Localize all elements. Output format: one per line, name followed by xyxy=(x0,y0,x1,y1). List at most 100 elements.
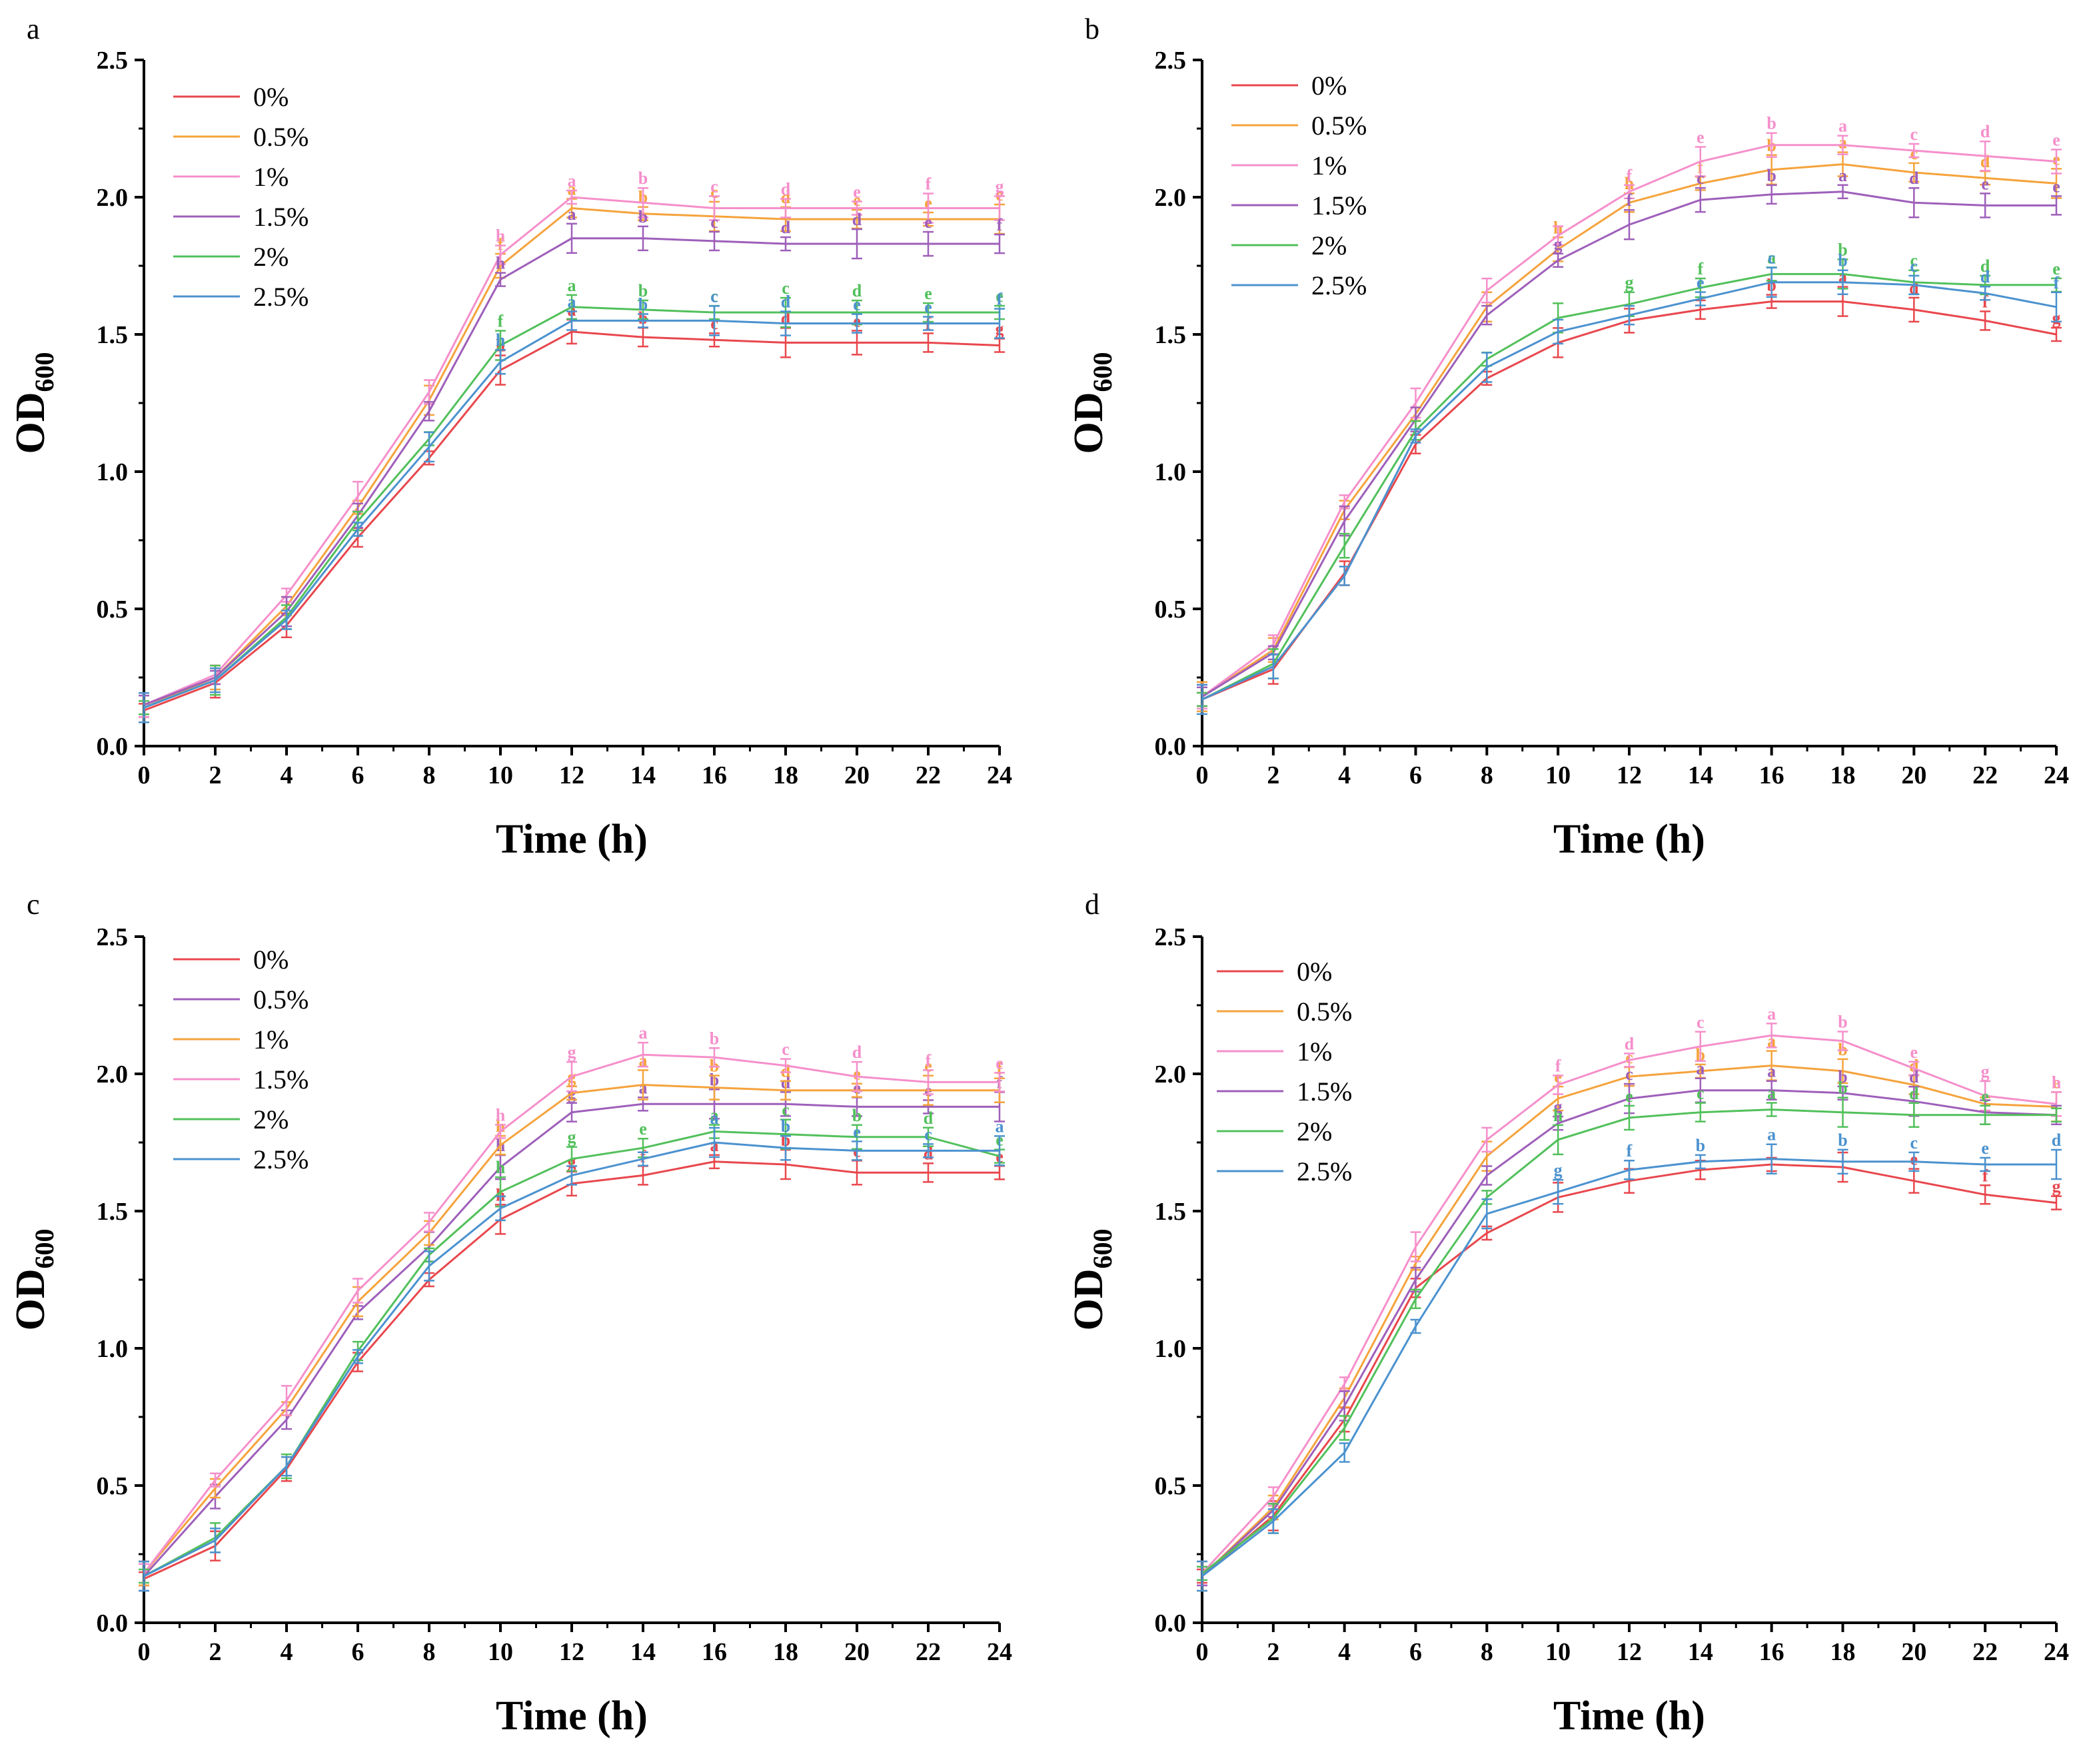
x-tick-label: 0 xyxy=(1196,1638,1209,1666)
x-tick-label: 14 xyxy=(1688,761,1713,789)
y-tick-label: 0.0 xyxy=(1155,733,1187,761)
x-tick-label: 6 xyxy=(1409,761,1422,789)
significance-label: e xyxy=(924,298,932,317)
x-tick-label: 22 xyxy=(916,761,941,789)
significance-label: g xyxy=(996,177,1004,196)
significance-label: g xyxy=(2052,1177,2061,1196)
significance-label: a xyxy=(1767,1004,1776,1023)
significance-label: c xyxy=(1697,1084,1705,1103)
y-tick-label: 1.0 xyxy=(97,1335,129,1363)
y-tick-label: 0.5 xyxy=(97,1472,129,1500)
significance-label: e xyxy=(853,182,861,201)
significance-label: f xyxy=(997,1059,1003,1079)
significance-label: d xyxy=(924,1108,934,1128)
x-tick-label: 6 xyxy=(1409,1638,1422,1666)
significance-label: b xyxy=(710,1029,719,1048)
significance-label: e xyxy=(639,1119,647,1138)
significance-label: h xyxy=(496,1106,506,1125)
legend-label: 2.5% xyxy=(253,1144,309,1174)
significance-label: b xyxy=(1838,1013,1847,1032)
x-tick-label: 20 xyxy=(844,761,870,789)
significance-label: d xyxy=(1980,122,1990,141)
y-tick-label: 1.0 xyxy=(97,458,129,486)
significance-label: c xyxy=(710,213,718,232)
x-tick-label: 4 xyxy=(1338,761,1351,789)
significance-label: c xyxy=(1768,248,1776,268)
significance-label: c xyxy=(1625,1065,1633,1084)
x-tick-label: 22 xyxy=(916,1638,941,1666)
x-tick-label: 18 xyxy=(773,761,798,789)
y-tick-label: 1.0 xyxy=(1155,1335,1187,1363)
x-axis-title: Time (h) xyxy=(1553,1693,1705,1739)
significance-label: f xyxy=(498,234,504,254)
significance-label: a xyxy=(1696,1059,1705,1079)
series-line xyxy=(1201,191,2056,698)
y-tick-label: 2.5 xyxy=(1155,47,1187,75)
y-tick-label: 2.0 xyxy=(97,184,129,212)
significance-label: e xyxy=(1697,127,1705,147)
y-axis-title-subscript: 600 xyxy=(29,352,59,392)
y-axis-title-subscript: 600 xyxy=(1087,352,1117,392)
y-tick-label: 0.5 xyxy=(1155,1472,1187,1500)
x-tick-label: 12 xyxy=(1617,761,1642,789)
x-tick-label: 24 xyxy=(2044,1638,2069,1666)
x-tick-label: 12 xyxy=(1617,1638,1642,1666)
legend-label: 1.5% xyxy=(1297,1077,1352,1106)
significance-label: a xyxy=(1767,1062,1776,1081)
significance-label: h xyxy=(2052,1073,2062,1092)
legend-label: 0% xyxy=(253,82,289,112)
significance-label: e xyxy=(853,295,861,314)
y-tick-label: 2.5 xyxy=(97,47,129,75)
significance-label: a xyxy=(568,171,576,191)
significance-label: e xyxy=(853,1122,861,1141)
significance-label: b xyxy=(1838,1130,1847,1150)
y-tick-label: 1.5 xyxy=(97,321,129,349)
significance-label: f xyxy=(926,174,932,193)
y-tick-label: 2.5 xyxy=(1155,923,1187,951)
significance-label: c xyxy=(1910,256,1918,276)
significance-label: e xyxy=(996,1053,1004,1073)
significance-label: c xyxy=(1910,1133,1918,1152)
x-tick-label: 6 xyxy=(352,1638,364,1666)
significance-label: h xyxy=(1625,174,1635,193)
panel-letter: d xyxy=(1085,888,1099,921)
y-tick-label: 2.5 xyxy=(97,923,129,951)
significance-label: g xyxy=(1554,1097,1563,1116)
significance-label: b xyxy=(638,281,648,300)
significance-label: e xyxy=(996,286,1004,306)
series-2: feb a c d e xyxy=(1197,114,2062,710)
significance-label: f xyxy=(1982,1166,1988,1185)
significance-label: h xyxy=(496,254,506,273)
series-line xyxy=(143,306,1000,709)
x-tick-label: 2 xyxy=(1267,761,1279,789)
x-tick-label: 2 xyxy=(209,1638,222,1666)
legend: 0% 0.5% 1% 1.5% 2% 2.5% xyxy=(173,945,309,1174)
significance-label: d xyxy=(1980,267,1990,286)
significance-label: c xyxy=(782,278,790,298)
y-tick-label: 1.5 xyxy=(97,1198,129,1226)
x-axis-title: Time (h) xyxy=(496,1693,648,1739)
significance-label: f xyxy=(1697,259,1703,278)
legend-label: 2% xyxy=(253,242,289,272)
x-tick-label: 20 xyxy=(1901,1638,1926,1666)
series-3: hga bc d f e xyxy=(139,1023,1005,1584)
y-tick-label: 2.0 xyxy=(1155,1061,1187,1089)
significance-label: f xyxy=(926,1051,932,1070)
significance-label: b xyxy=(781,1116,790,1136)
significance-label: e xyxy=(1981,1087,1989,1106)
significance-label: f xyxy=(2054,273,2060,292)
y-tick-label: 0.5 xyxy=(97,596,129,624)
significance-label: f xyxy=(1627,1141,1633,1160)
significance-label: a xyxy=(1767,248,1776,267)
x-tick-label: 18 xyxy=(1830,761,1856,789)
x-tick-label: 18 xyxy=(773,1638,798,1666)
y-axis-title-subscript: 600 xyxy=(29,1229,59,1269)
significance-label: d xyxy=(1909,1067,1919,1087)
x-tick-label: 14 xyxy=(630,761,656,789)
legend-label: 0.5% xyxy=(1297,997,1352,1027)
series-5: g f b a b c e d xyxy=(1197,1125,2062,1592)
significance-label: a xyxy=(568,205,576,224)
